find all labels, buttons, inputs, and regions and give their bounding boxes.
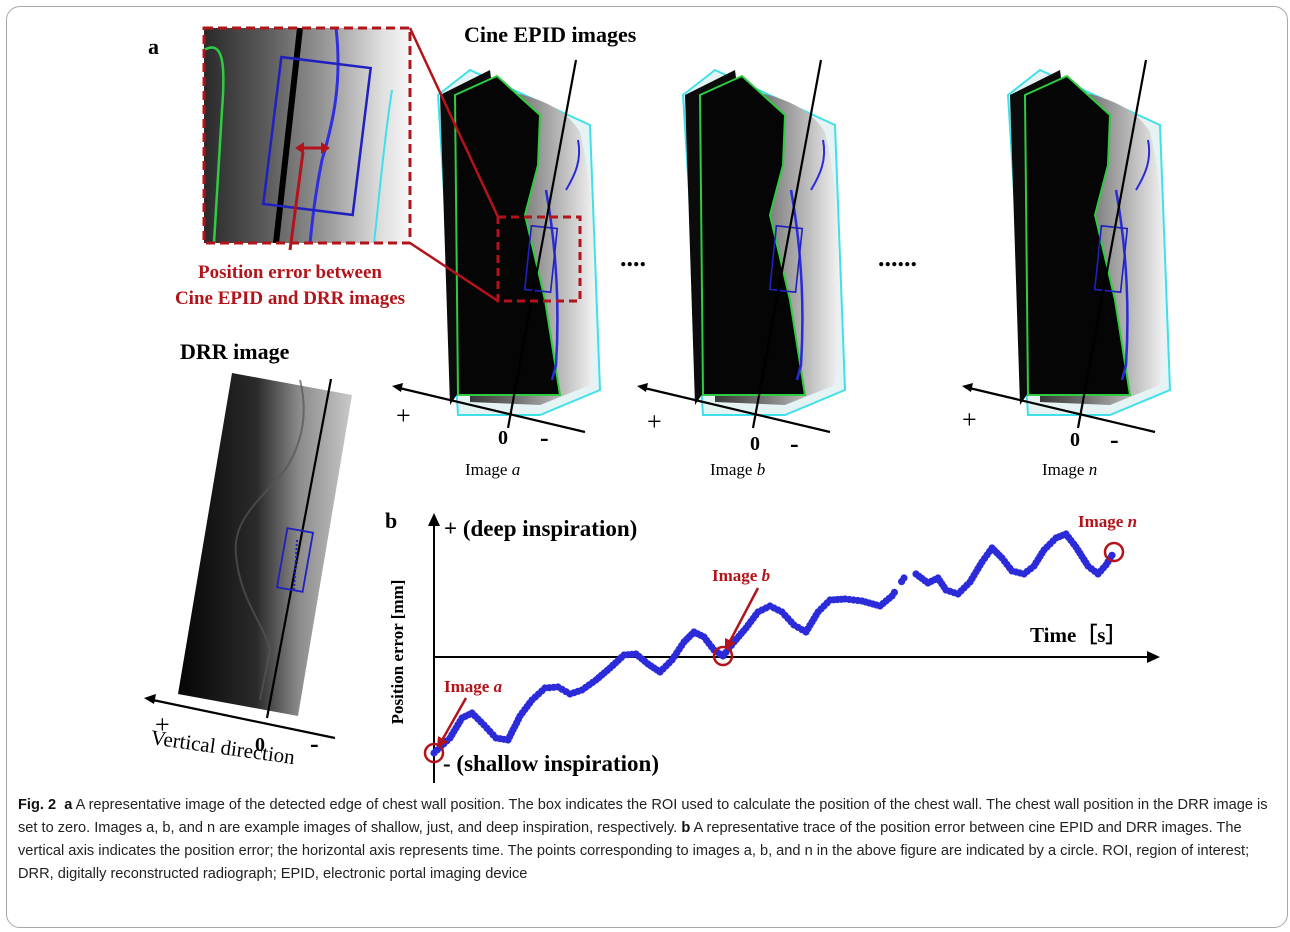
panel-b-plot: b + (deep inspiration) - (shallow inspir… — [385, 508, 1160, 783]
marker-label-a: Image a — [444, 677, 503, 696]
magnified-inset — [202, 26, 412, 251]
marker-circle-a — [423, 742, 445, 764]
inset-note-line-1: Position error between — [198, 262, 382, 283]
deep-inspiration-label: + (deep inspiration) — [444, 516, 637, 541]
ellipsis-2: ...... — [878, 243, 917, 272]
cine-epid-image-b — [635, 58, 847, 434]
marker-label-b: Image b — [712, 566, 770, 585]
caption-b-text: A representative trace of the position e… — [18, 820, 1250, 882]
figure-caption: Fig. 2 a A representative image of the d… — [18, 794, 1273, 886]
drr-title: DRR image — [180, 339, 290, 364]
marker-label-n: Image n — [1078, 512, 1137, 531]
marker-circle-b — [712, 645, 734, 667]
marker-circle-n — [1103, 541, 1125, 563]
plus-sign-a: + — [396, 401, 411, 430]
epid-axis-labels-b: + 0 - — [647, 407, 799, 458]
y-axis-label: Position error [mm] — [388, 580, 407, 725]
caption-fig-label: Fig. 2 — [18, 797, 57, 813]
caption-a-label: a — [64, 797, 73, 813]
image-b-caption: Image b — [710, 460, 765, 479]
plus-sign-b: + — [647, 407, 662, 436]
zero-label-n: 0 — [1070, 429, 1080, 451]
y-axis-arrow — [428, 513, 440, 526]
position-error-trace — [430, 530, 1116, 757]
minus-sign-b: - — [790, 429, 799, 458]
epid-axis-labels-n: + 0 - — [962, 405, 1119, 454]
panel-b-label: b — [385, 508, 397, 533]
plus-sign-n: + — [962, 405, 977, 434]
x-axis-arrow — [1147, 651, 1160, 663]
drr-minus-sign: - — [310, 729, 319, 758]
zero-label-b: 0 — [750, 433, 760, 455]
shallow-inspiration-label: - (shallow inspiration) — [443, 751, 659, 776]
cine-epid-title: Cine EPID images — [464, 22, 637, 47]
x-axis-label: Time［s］ — [1030, 623, 1126, 647]
trace-point — [1108, 551, 1116, 559]
drr-plus-sign: + — [155, 710, 170, 739]
zoom-source-box — [408, 27, 582, 303]
image-a-caption: Image a — [465, 460, 520, 479]
drr-image — [144, 373, 352, 740]
minus-sign-a: - — [540, 423, 549, 452]
figure-artwork: a Cine EPID images + 0 - + 0 - + 0 - Ima… — [144, 22, 1172, 783]
trace-point — [900, 574, 908, 582]
ellipsis-1: .... — [620, 243, 646, 272]
caption-b-label: b — [681, 820, 691, 836]
figure-frame — [6, 6, 1288, 928]
cine-epid-image-a — [390, 58, 602, 434]
vertical-direction-label: Vertical direction — [149, 725, 297, 769]
image-n-caption: Image n — [1042, 460, 1097, 479]
caption-a-text: A representative image of the detected e… — [18, 797, 1268, 836]
cine-epid-image-n — [960, 58, 1172, 434]
inset-note-line-2: Cine EPID and DRR images — [175, 288, 405, 309]
drr-zero-label: 0 — [255, 734, 265, 756]
minus-sign-n: - — [1110, 425, 1119, 454]
trace-point — [890, 588, 899, 597]
panel-a-label: a — [148, 34, 159, 59]
epid-axis-labels-a: + 0 - — [396, 401, 549, 452]
zero-label-a: 0 — [498, 427, 508, 449]
